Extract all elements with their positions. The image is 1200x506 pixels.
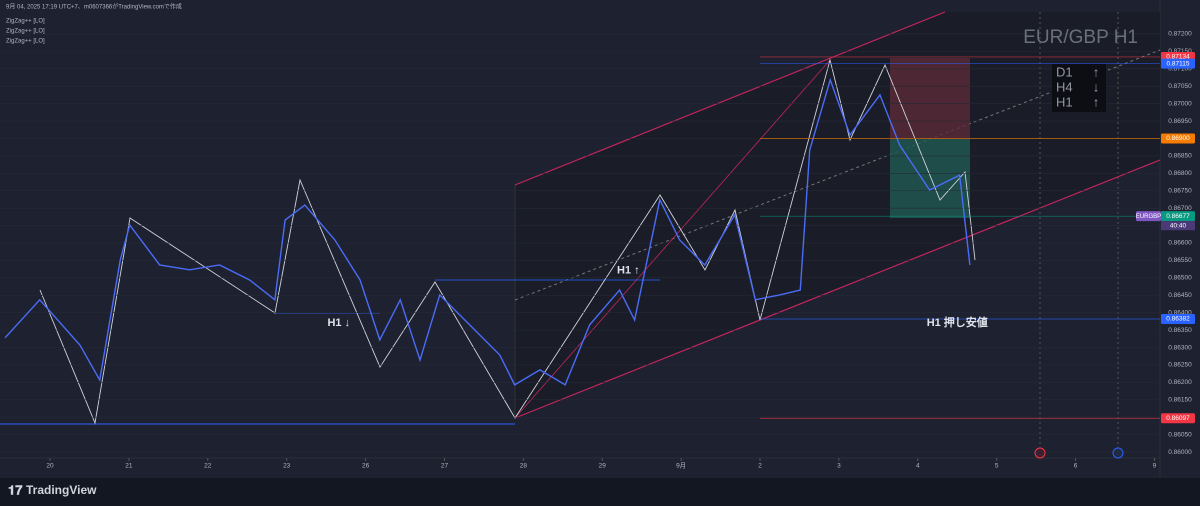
- trend-arrow: ↓: [1093, 79, 1100, 94]
- x-tick-label: 5: [995, 463, 999, 470]
- y-tick-label: 0.86400: [1168, 309, 1192, 316]
- brand: TradingView: [26, 483, 97, 497]
- annotation: H1 ↑: [617, 265, 640, 277]
- x-tick-label: 23: [283, 463, 291, 470]
- trend-arrow: ↑: [1093, 64, 1100, 79]
- x-tick-label: 21: [125, 463, 133, 470]
- countdown: 40:40: [1170, 222, 1187, 229]
- y-tick-label: 0.87050: [1168, 83, 1192, 90]
- price-badge-label: 0.87134: [1166, 54, 1190, 61]
- indicator: ZigZag++ [LO]: [6, 19, 45, 25]
- x-tick-label: 3: [837, 463, 841, 470]
- event-icon[interactable]: [1034, 447, 1046, 459]
- watermark: EUR/GBP H1: [1023, 27, 1138, 48]
- y-tick-label: 0.86250: [1168, 362, 1192, 369]
- y-tick-label: 0.87150: [1168, 48, 1192, 55]
- y-tick-label: 0.86800: [1168, 170, 1192, 177]
- y-tick-label: 0.86700: [1168, 205, 1192, 212]
- y-tick-label: 0.86950: [1168, 118, 1192, 125]
- indicator: ZigZag++ [LO]: [6, 29, 45, 35]
- price-badge: [1161, 133, 1195, 144]
- y-tick-label: 0.86050: [1168, 431, 1192, 438]
- footer-bar: [0, 478, 1200, 506]
- logo-mark: 𝟏𝟕: [8, 482, 23, 497]
- y-tick-label: 0.86000: [1168, 449, 1192, 456]
- price-badge: [1161, 313, 1195, 324]
- x-tick-label: 26: [362, 463, 370, 470]
- x-tick-label: 9月: [676, 462, 686, 470]
- y-tick-label: 0.86350: [1168, 327, 1192, 334]
- trend-box: [1052, 64, 1106, 112]
- countdown-badge: [1161, 221, 1195, 231]
- price-badge: [1161, 58, 1195, 69]
- symbol-tag: EURGBP: [1136, 214, 1161, 220]
- y-tick-label: 0.86500: [1168, 275, 1192, 282]
- caption: 9月 04, 2025 17:19 UTC+7、m0607366がTrading…: [6, 3, 182, 11]
- y-tick-label: 0.86200: [1168, 379, 1192, 386]
- x-tick-label: 27: [441, 463, 449, 470]
- x-tick-label: 4: [916, 463, 920, 470]
- annotation: H1 ↓: [327, 317, 350, 329]
- y-tick-label: 0.87100: [1168, 66, 1192, 73]
- channel-lower: [514, 159, 1161, 419]
- y-tick-label: 0.86750: [1168, 187, 1192, 194]
- trend-arrow: ↑: [1093, 94, 1100, 109]
- stop-zone: [890, 58, 970, 139]
- price-badge-label: 0.86677: [1166, 213, 1190, 220]
- x-tick-label: 29: [599, 463, 607, 470]
- price-badge: [1161, 413, 1195, 424]
- x-tick-label: 20: [46, 463, 54, 470]
- y-tick-label: 0.86550: [1168, 257, 1192, 264]
- plot: [0, 33, 1160, 453]
- price-badge-label: 0.86900: [1166, 135, 1190, 142]
- trend-tf: H1: [1056, 94, 1073, 109]
- x-tick-label: 2: [758, 463, 762, 470]
- x-tick-label: 9: [1153, 463, 1157, 470]
- price-badge-label: 0.86097: [1166, 415, 1190, 422]
- y-tick-label: 0.86300: [1168, 344, 1192, 351]
- x-tick-label: 6: [1074, 463, 1078, 470]
- channel-fill: [515, 12, 1160, 418]
- price-badge: [1161, 211, 1195, 222]
- event-icon[interactable]: [1112, 447, 1124, 459]
- zigzag: [39, 58, 976, 425]
- target-zone: [890, 139, 970, 218]
- x-tick-label: 22: [204, 463, 212, 470]
- symbol-badge: [1136, 211, 1161, 222]
- trend-tf: D1: [1056, 64, 1073, 79]
- y-tick-label: 0.86150: [1168, 397, 1192, 404]
- trend-line: [514, 59, 831, 419]
- price-badge-label: 0.87115: [1166, 60, 1189, 67]
- y-tick-label: 0.86450: [1168, 292, 1192, 299]
- price-badge-label: 0.86382: [1166, 316, 1190, 323]
- y-tick-label: 0.87200: [1168, 31, 1192, 38]
- y-tick-label: 0.86600: [1168, 240, 1192, 247]
- y-tick-label: 0.87000: [1168, 100, 1192, 107]
- trend-tf: H4: [1056, 79, 1073, 94]
- x-tick-label: 28: [520, 463, 528, 470]
- annotation: H1 押し安値: [927, 315, 988, 329]
- indicator: ZigZag++ [LO]: [6, 39, 45, 45]
- y-tick-label: 0.86850: [1168, 153, 1192, 160]
